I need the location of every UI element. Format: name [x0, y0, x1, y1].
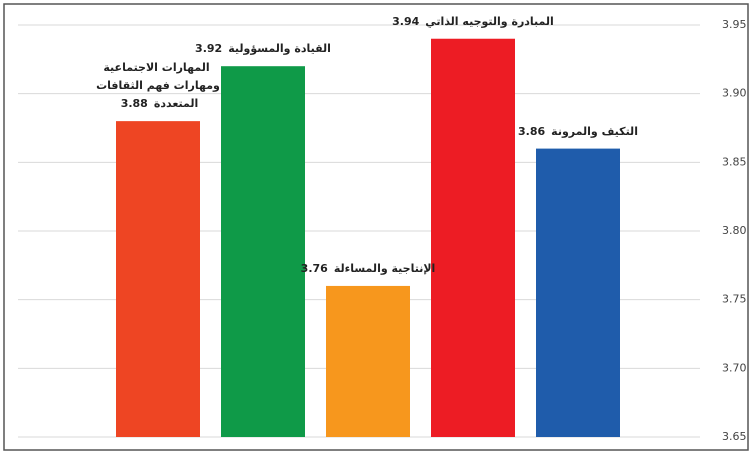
chart-border [3, 3, 749, 451]
y-tick-label: 3.95 [722, 18, 747, 31]
y-tick-label: 3.90 [722, 87, 747, 100]
value-label: 3.94 [392, 14, 420, 28]
bar-label: القيادة والمسؤولية 3.92 [178, 40, 348, 58]
category-label: التكيف والمرونة [551, 124, 638, 138]
bar-label: المبادرة والتوجيه الذاتي 3.94 [388, 13, 558, 31]
bar [431, 38, 515, 437]
value-label: 3.88 [120, 97, 148, 111]
category-label: القيادة والمسؤولية [228, 42, 331, 56]
bar-label: التكيف والمرونة 3.86 [493, 123, 663, 141]
value-label: 3.76 [300, 261, 328, 275]
category-label: الإنتاجية والمساءلة [333, 261, 436, 275]
bar [326, 285, 410, 437]
bar-label: الإنتاجية والمساءلة 3.76 [283, 260, 453, 278]
bar [536, 148, 620, 437]
bar [221, 66, 305, 437]
y-tick-label: 3.70 [722, 361, 747, 374]
y-tick-label: 3.65 [722, 430, 747, 443]
value-label: 3.86 [518, 124, 546, 138]
category-label: المبادرة والتوجيه الذاتي [425, 14, 554, 28]
bar [116, 121, 200, 437]
value-label: 3.92 [195, 42, 223, 56]
y-tick-label: 3.75 [722, 293, 747, 306]
category-label: المهارات الاجتماعية ومهارات فهم الثقافات… [96, 61, 220, 111]
bar-label: المهارات الاجتماعية ومهارات فهم الثقافات… [83, 59, 233, 113]
y-tick-label: 3.80 [722, 224, 747, 237]
y-tick-label: 3.85 [722, 155, 747, 168]
